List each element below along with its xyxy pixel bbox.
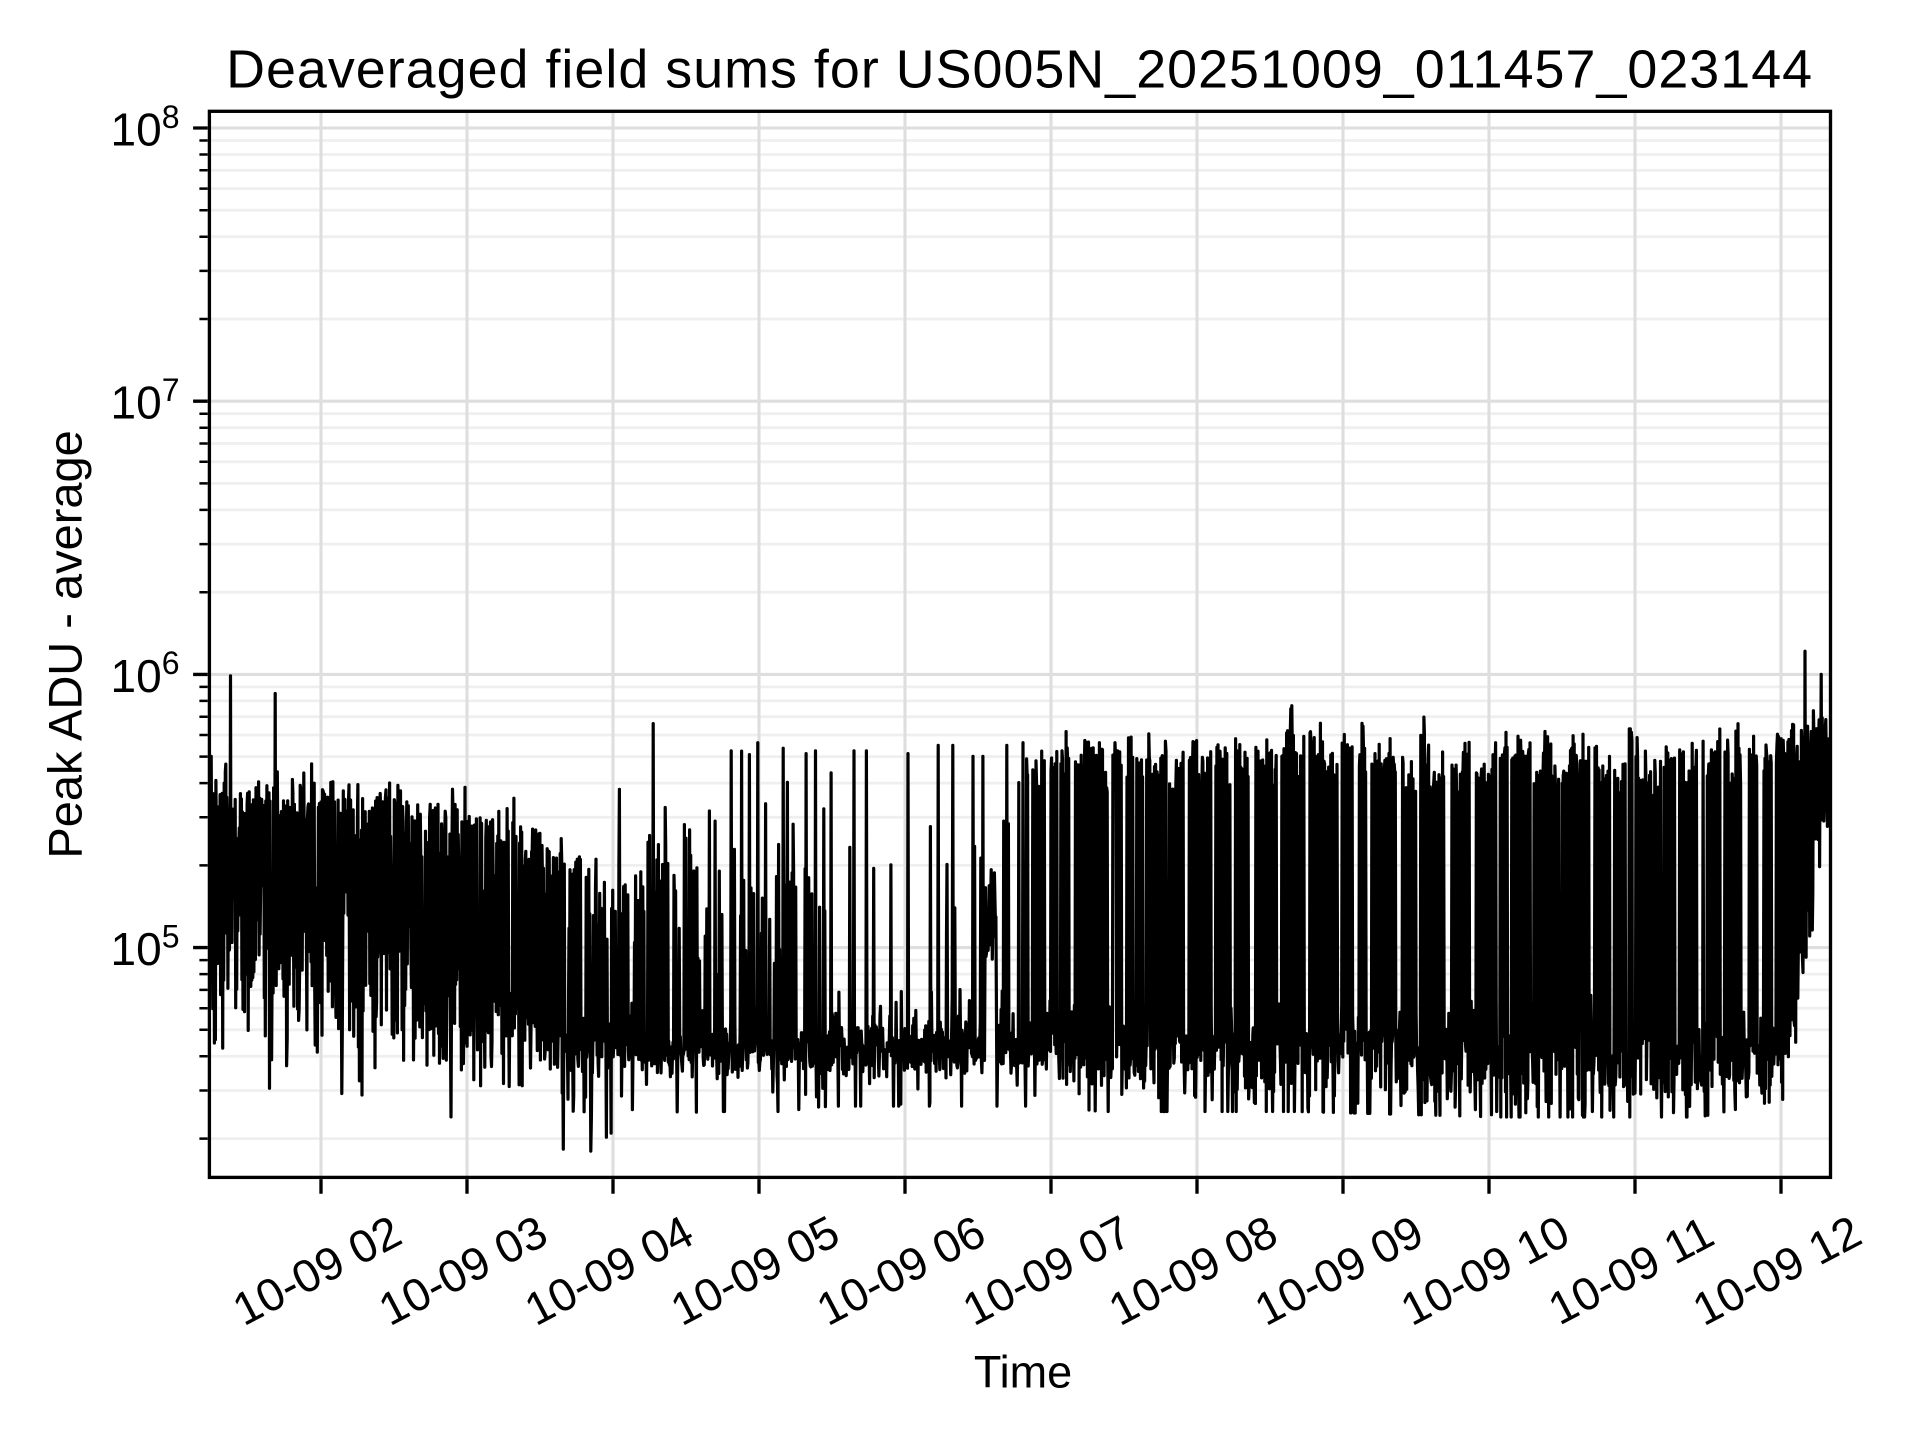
svg-text:Peak ADU - average: Peak ADU - average [39,430,92,858]
svg-text:Deaveraged field sums for US00: Deaveraged field sums for US005N_2025100… [226,40,1813,100]
svg-text:Time: Time [974,1346,1072,1397]
svg-text:108: 108 [111,99,180,156]
